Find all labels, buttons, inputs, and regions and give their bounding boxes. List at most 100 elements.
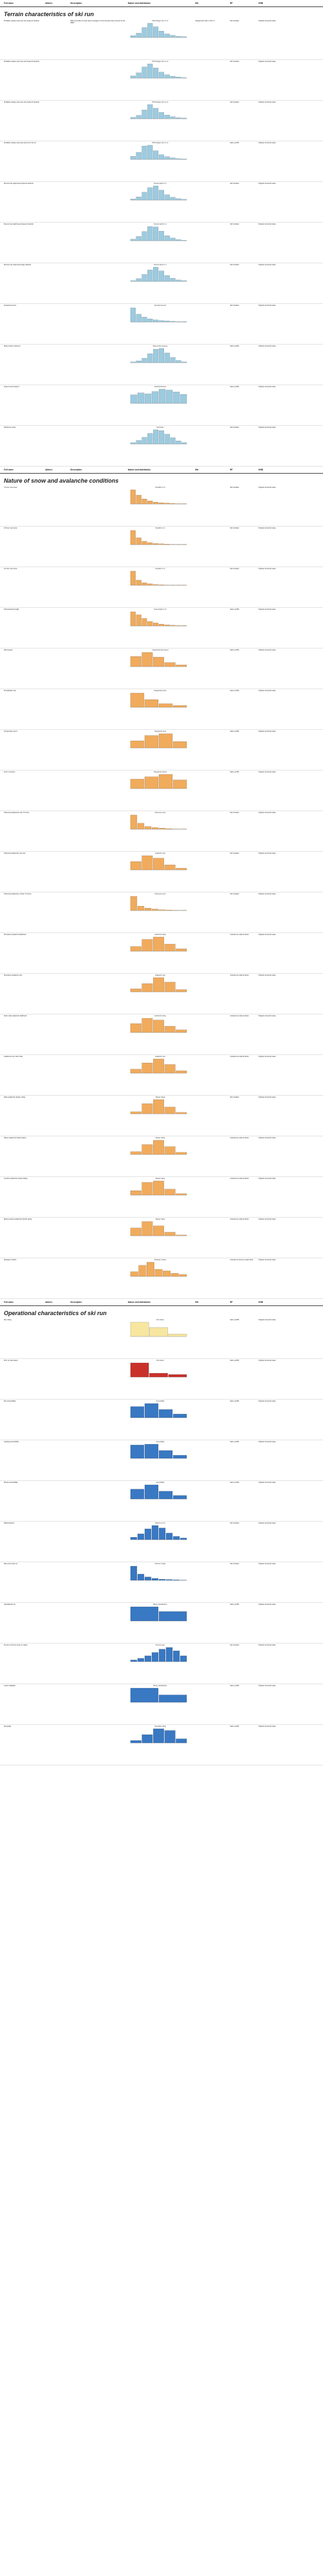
cell-rf: Same as BN — [230, 1441, 240, 1443]
chart-bar — [130, 530, 136, 545]
cell-full: Probable release area max size frequent … — [4, 101, 39, 103]
cell-abbrev — [45, 1055, 68, 1056]
cell-sfd — [195, 892, 227, 893]
cell-sfd — [195, 1258, 227, 1259]
chart-bar — [144, 1444, 159, 1459]
chart-bar — [158, 388, 166, 404]
cell-gnb: Original numerical value — [258, 20, 276, 22]
chart-bar — [176, 117, 182, 119]
cell-full: Probable release area max percent of ski… — [4, 142, 36, 144]
chart-title: Observed count — [154, 812, 166, 814]
cell-gnb: Original numerical value — [258, 1137, 276, 1139]
chart-bar — [170, 237, 176, 241]
chart-bar — [130, 442, 136, 445]
table-row: Form of season Categorical season Same as … — [0, 770, 323, 811]
cell-full: Persistent avalanche size — [4, 974, 23, 976]
distribution-chart — [130, 388, 187, 404]
cell-rf: Not included — [230, 264, 239, 266]
cell-full: Days since last run — [4, 1563, 18, 1565]
chart-bar — [144, 1403, 159, 1418]
cell-gnb: Original numerical value — [258, 223, 276, 225]
cell-gnb: Original numerical value — [258, 1400, 276, 1402]
chart-bar — [182, 117, 187, 119]
cell-sfd — [195, 770, 227, 771]
cell-full: Probable release area max size frequent … — [4, 61, 39, 63]
chart-bar — [141, 499, 147, 505]
cell-abbrev — [45, 182, 68, 183]
cell-gnb: Original numerical value — [258, 852, 276, 854]
chart-bar — [158, 154, 164, 160]
cell-gnb: Original numerical value — [258, 1441, 276, 1443]
chart-bar — [176, 279, 182, 282]
chart-bar — [130, 361, 136, 363]
chart-bar — [130, 692, 145, 708]
cell-gnb: Original numerical value — [258, 1218, 276, 1220]
distribution-chart — [130, 936, 187, 952]
chart-bar — [141, 1018, 153, 1033]
cell-chart: Strategic mindset — [128, 1258, 193, 1278]
cell-abbrev — [45, 426, 68, 427]
cell-abbrev — [45, 608, 68, 609]
cell-desc — [70, 486, 125, 487]
chart-bar — [147, 23, 153, 38]
chart-bar — [170, 278, 176, 282]
chart-title: Slope incline degrees — [152, 345, 168, 347]
chart-bar — [130, 1227, 141, 1236]
cell-full: Landing accessibility — [4, 1441, 19, 1443]
chart-bar — [182, 442, 187, 445]
cell-gnb: Original numerical value — [258, 101, 276, 103]
chart-bar — [130, 779, 145, 789]
chart-bar — [176, 1193, 187, 1196]
cell-chart: Slope incline degrees — [128, 345, 193, 364]
chart-bar — [153, 936, 164, 952]
chart-bar — [171, 1273, 179, 1277]
chart-bar — [144, 776, 159, 789]
cell-abbrev — [45, 1725, 68, 1726]
column-header: Description — [70, 2, 82, 5]
cell-desc — [70, 608, 125, 609]
table-row: Observed avalanche max size Avalanche siz… — [0, 852, 323, 892]
column-header: Sfd — [195, 2, 199, 5]
cell-full: Precipitation rate — [4, 690, 16, 692]
cell-chart: Danger rating — [128, 1177, 193, 1196]
chart-bar — [130, 740, 145, 749]
cell-abbrev — [45, 1177, 68, 1178]
chart-bar — [144, 394, 152, 404]
cell-rf: Not included — [230, 427, 239, 428]
cell-gnb: Original numerical value — [258, 264, 276, 266]
cell-sfd — [195, 1318, 227, 1319]
table-header: Full name Abbrev. Description Nature and di… — [0, 0, 323, 7]
chart-title: Danger rating — [155, 1096, 165, 1098]
chart-bar — [170, 321, 176, 323]
cell-desc — [70, 1562, 125, 1563]
distribution-chart — [130, 814, 187, 830]
cell-full: Temperature trend — [4, 730, 17, 732]
chart-bar — [141, 1735, 153, 1744]
chart-title: Accessibility — [156, 1400, 165, 1402]
chart-bar — [158, 774, 173, 789]
cell-gnb: Original numerical value — [258, 427, 276, 428]
chart-bar — [164, 544, 170, 545]
cell-rf: Same as BN — [230, 386, 240, 388]
column-header: Full name — [4, 468, 14, 471]
chart-title: Percent open — [155, 1644, 165, 1646]
cell-desc — [70, 567, 125, 568]
cell-sfd — [195, 304, 227, 305]
cell-abbrev — [45, 1258, 68, 1259]
chart-bar — [141, 437, 147, 445]
chart-title: Run status — [156, 1319, 164, 1321]
chart-bar — [151, 1652, 159, 1662]
cell-rf: Same as BN — [230, 771, 240, 773]
cell-gnb: Original numerical value — [258, 1096, 276, 1098]
cell-sfd — [195, 1684, 227, 1685]
column-header: Abbrev. — [45, 468, 53, 471]
cell-chart: PRA Polygon size in m² — [128, 101, 193, 120]
chart-bar — [137, 1574, 145, 1581]
cell-abbrev — [45, 1440, 68, 1441]
chart-bar — [130, 489, 136, 505]
distribution-chart — [130, 1180, 187, 1196]
cell-full: Strategic mindset — [4, 1259, 17, 1261]
cell-abbrev — [45, 1014, 68, 1015]
column-header: GNB — [258, 468, 264, 471]
chart-title: Likelihood rating — [154, 1015, 166, 1017]
